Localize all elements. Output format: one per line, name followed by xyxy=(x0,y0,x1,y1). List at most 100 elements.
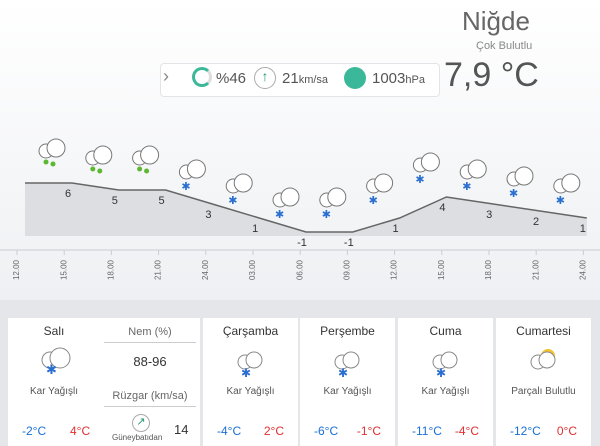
cloud xyxy=(93,145,113,165)
temperature-label: 2 xyxy=(533,216,539,228)
temperature-label: 1 xyxy=(252,223,258,235)
rain-drop xyxy=(50,161,56,167)
pressure-unit: hPa xyxy=(405,74,425,86)
min-temp: -2°C xyxy=(22,424,47,438)
pressure-icon xyxy=(344,67,366,89)
humidity-range: 88-96 xyxy=(133,354,167,369)
weather-icon: ✱ xyxy=(272,187,300,221)
weather-icon: ✱ xyxy=(225,173,253,207)
day-condition: Parçalı Bulutlu xyxy=(511,386,576,397)
wind-icon: ↑ xyxy=(254,67,276,89)
cloud xyxy=(245,351,262,369)
weather-icon xyxy=(38,138,66,167)
temperature-label: 3 xyxy=(486,209,492,221)
day-card: Cumartesi Parçalı Bulutlu -12°C 0°C xyxy=(496,318,591,446)
day-name: Çarşamba xyxy=(222,324,279,338)
time-label: 12.00 xyxy=(12,259,21,280)
cloud xyxy=(280,187,300,207)
temperature-label: 3 xyxy=(205,209,211,221)
time-label: 24.00 xyxy=(201,259,210,280)
weather-icon: ✱ xyxy=(553,173,581,207)
snow-flake: ✱ xyxy=(181,181,190,193)
snow-flake: ✱ xyxy=(462,181,471,193)
snow-flake: ✱ xyxy=(436,366,446,380)
day-card: Çarşamba Kar Yağışlı -4°C 2°C ✱ xyxy=(203,318,298,446)
cloud xyxy=(467,159,487,179)
day-name: Perşembe xyxy=(320,324,375,338)
day-name: Cuma xyxy=(429,324,462,338)
time-label: 24.00 xyxy=(579,259,588,280)
snow-flake: ✱ xyxy=(228,195,237,207)
cloud xyxy=(233,173,253,193)
today-card: Salı ✱ Kar Yağışlı -2°C 4°C Nem (%) 88-9… xyxy=(8,318,200,446)
svg-text:✱: ✱ xyxy=(46,362,57,377)
day-condition: Kar Yağışlı xyxy=(421,386,470,397)
time-label: 12.00 xyxy=(390,259,399,280)
weather-icon: ✱ xyxy=(506,166,534,200)
day-name: Salı xyxy=(43,324,65,338)
temperature-label: 5 xyxy=(112,195,118,207)
humidity-icon xyxy=(192,67,212,87)
weather-icon: ✱ xyxy=(178,159,206,193)
time-label: 15.00 xyxy=(59,259,68,280)
day-condition: Kar Yağışlı xyxy=(323,386,372,397)
min-temp: -4°C xyxy=(217,424,242,438)
humidity-label: Nem (%) xyxy=(104,326,196,343)
weather-icon: ✱ xyxy=(412,152,440,186)
snow-flake: ✱ xyxy=(509,188,518,200)
weather-icon: ✱ xyxy=(432,351,457,380)
snow-flake: ✱ xyxy=(415,174,424,186)
cloud xyxy=(46,138,66,158)
snow-flake: ✱ xyxy=(275,209,284,221)
day-card: Perşembe Kar Yağışlı -6°C -1°C ✱ xyxy=(300,318,395,446)
temperature-label: 4 xyxy=(439,202,445,214)
weather-icon: ✱ xyxy=(459,159,487,193)
time-label: 03.00 xyxy=(248,259,257,280)
wind-speed: 14 xyxy=(174,422,189,437)
expand-arrow[interactable]: › xyxy=(163,66,169,86)
weather-icon: ✱ xyxy=(334,351,359,380)
wind-label: Rüzgar (km/sa) xyxy=(104,390,196,407)
cloud xyxy=(538,351,555,369)
cloud xyxy=(140,145,160,165)
wind-direction-icon: ↗ xyxy=(132,414,150,432)
wind-unit: km/sa xyxy=(298,74,329,86)
temperature-label: -1 xyxy=(344,237,354,249)
rain-drop xyxy=(137,166,143,172)
temperature-label: 6 xyxy=(65,188,71,200)
temperature-label: 1 xyxy=(393,223,399,235)
time-label: 21.00 xyxy=(531,259,540,280)
time-label: 15.00 xyxy=(437,259,446,280)
city: Niğde xyxy=(462,6,530,36)
weather-icon xyxy=(132,145,160,174)
time-label: 09.00 xyxy=(343,259,352,280)
cloud xyxy=(342,351,359,369)
cloud xyxy=(440,351,457,369)
pressure-value: 1003 xyxy=(372,70,406,87)
min-temp: -12°C xyxy=(510,424,541,438)
weather-icon xyxy=(85,145,113,174)
cloud xyxy=(514,166,534,186)
area-fill xyxy=(25,183,587,236)
day-condition: Kar Yağışlı xyxy=(226,386,275,397)
rain-drop xyxy=(97,168,103,174)
temperature-label: 1 xyxy=(580,223,586,235)
rain-drop xyxy=(90,166,96,172)
snow-flake: ✱ xyxy=(556,195,565,207)
day-card: Cuma Kar Yağışlı -11°C -4°C ✱ xyxy=(398,318,493,446)
humidity: %46 xyxy=(216,70,247,87)
snow-flake: ✱ xyxy=(369,195,378,207)
snow-icon: ✱ xyxy=(41,347,71,377)
max-temp: 0°C xyxy=(556,424,577,438)
temperature: 7,9 °C xyxy=(444,56,539,94)
rain-drop xyxy=(144,168,150,174)
cloud xyxy=(420,152,440,172)
max-temp: 4°C xyxy=(70,424,91,438)
day-condition: Kar Yağışlı xyxy=(30,386,78,397)
snow-flake: ✱ xyxy=(338,366,348,380)
weather-icon: ✱ xyxy=(237,351,262,380)
time-label: 06.00 xyxy=(295,259,304,280)
condition: Çok Bulutlu xyxy=(476,40,533,52)
snow-flake: ✱ xyxy=(322,209,331,221)
